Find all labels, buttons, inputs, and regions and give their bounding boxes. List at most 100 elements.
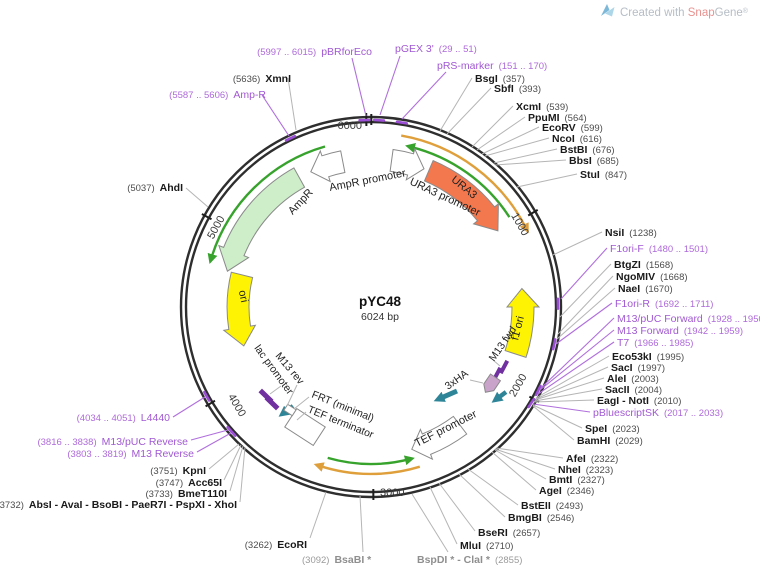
primer-callout-lines	[172, 55, 615, 453]
primer-label: T7 (1966 .. 1985)	[617, 337, 693, 349]
primer-mark	[284, 134, 297, 142]
callout-line	[535, 355, 610, 399]
callout-line	[535, 366, 609, 400]
site-label: (5636) XmnI	[233, 73, 291, 85]
primer-label: (4034 .. 4051) L4440	[77, 412, 171, 424]
feature-f1-ori	[504, 287, 541, 359]
callout-line	[534, 388, 603, 402]
site-label: SacII (2004)	[605, 384, 662, 396]
callout-line	[533, 399, 595, 403]
primer-mark	[551, 338, 557, 351]
callout-line	[534, 377, 605, 401]
leader-line	[296, 411, 307, 421]
primer-label: (3803 .. 3819) M13 Reverse	[67, 448, 194, 460]
primer-mark	[372, 118, 386, 122]
site-label: BbsI (685)	[569, 155, 619, 167]
leader-line	[286, 384, 298, 407]
primer-label: (5587 .. 5606) Amp-R	[169, 89, 266, 101]
callout-line	[261, 94, 290, 137]
site-label: AgeI (2346)	[539, 485, 594, 497]
callout-line	[494, 159, 567, 166]
callout-line	[555, 302, 613, 345]
primer-label: pBluescriptSK (2017 .. 2033)	[593, 407, 723, 419]
green-arc-ura3	[405, 143, 511, 218]
primer-bar-glyph	[498, 359, 510, 375]
site-label: NsiI (1238)	[605, 227, 657, 239]
feature-label-ori: ori	[236, 289, 250, 303]
callout-line	[557, 275, 614, 335]
callout-line	[467, 468, 519, 506]
site-label: (3262) EcoRI	[245, 539, 307, 551]
plasmid-size: 6024 bp	[361, 311, 399, 323]
site-label-gray: BspDI * - ClaI * (2855)	[417, 554, 522, 566]
primer-label: (3816 .. 3838) M13/pUC Reverse	[37, 436, 188, 448]
site-labels: (5636) XmnI (5037) AhdI BsgI (357) SbfI (393…	[0, 73, 688, 566]
teal-arrow-glyph	[491, 390, 508, 403]
callout-line	[516, 173, 578, 188]
tick-label-4000: 4000	[225, 392, 248, 419]
callout-line	[532, 404, 583, 429]
site-label: (3733) BmeT110I	[146, 488, 228, 500]
callout-line	[411, 493, 449, 553]
primer-marks	[203, 118, 560, 438]
callout-line	[239, 446, 246, 503]
callout-line	[491, 451, 537, 491]
callout-line	[185, 187, 209, 208]
m13-fwd-3xha-cluster	[433, 359, 510, 403]
callout-line	[438, 482, 476, 532]
callout-line	[351, 57, 367, 117]
primer-label: F1ori-F (1480 .. 1501)	[610, 243, 708, 255]
teal-arrow-glyph	[433, 388, 459, 402]
callout-line	[560, 247, 608, 300]
site-label: (3751) KpnI	[150, 465, 206, 477]
site-label: Eco53kI (1995)	[612, 351, 684, 363]
site-label: EagI - NotI (2010)	[597, 395, 681, 407]
callout-line	[532, 405, 575, 441]
callout-line	[190, 429, 229, 441]
callout-line	[196, 432, 232, 453]
green-arc-tef	[327, 455, 415, 466]
primer-label: pGEX 3' (29 .. 51)	[395, 43, 477, 55]
callout-line	[494, 449, 547, 480]
site-label: BmtI (2327)	[549, 474, 605, 486]
callout-line	[446, 87, 492, 135]
primer-labels: (5997 .. 6015) pBRforEco pGEX 3' (29 .. 51…	[37, 43, 760, 460]
primer-bar-glyph	[264, 395, 280, 411]
tick-label-6000: 6000	[338, 120, 362, 132]
tick-label-2000: 2000	[507, 372, 530, 399]
callout-line	[495, 447, 564, 459]
lac-frt-cluster	[258, 384, 326, 447]
leader-line	[492, 359, 501, 367]
site-label: BtgZI (1568)	[614, 259, 673, 271]
callout-line	[494, 448, 556, 470]
site-label: BsgI (357)	[475, 73, 525, 85]
feature-label-3xha: 3xHA	[443, 368, 471, 393]
callout-line	[208, 443, 240, 470]
site-label: SpeI (2023)	[585, 423, 640, 435]
callout-line	[471, 105, 514, 148]
leader-line	[469, 379, 484, 384]
callout-line	[484, 137, 550, 157]
primer-mark	[395, 120, 409, 125]
callout-line	[458, 473, 506, 518]
callout-line	[439, 77, 473, 132]
callout-line	[540, 317, 615, 389]
callout-line	[223, 444, 242, 481]
site-label: (3732)AbsI - AvaI - BsoBI - PaeR7I - Psp…	[0, 499, 237, 511]
site-label: BstEII (2493)	[521, 500, 583, 512]
leader-line	[269, 385, 282, 395]
callout-line	[539, 329, 615, 391]
callout-line	[172, 396, 206, 418]
primer-mark	[226, 425, 237, 438]
site-label: NcoI (616)	[552, 133, 602, 145]
callout-line	[552, 231, 603, 256]
tick-mark	[527, 209, 539, 217]
site-label: NgoMIV (1668)	[616, 271, 688, 283]
frt-site-glyph	[283, 403, 297, 417]
feature-ura3-promoter	[389, 147, 425, 181]
snapgene-logo-icon	[601, 4, 610, 16]
plasmid-name: pYC48	[359, 294, 402, 309]
callout-line	[559, 263, 612, 318]
